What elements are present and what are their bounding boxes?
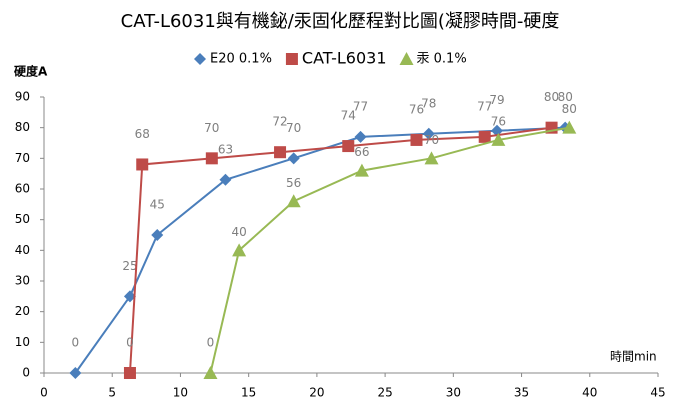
y-tick-label: 30 (15, 274, 30, 288)
marker (285, 53, 298, 65)
x-tick-label: 5 (108, 386, 116, 400)
data-label: 40 (231, 225, 246, 239)
marker (151, 229, 164, 241)
data-label: 80 (558, 90, 573, 104)
marker (545, 121, 558, 134)
x-axis-label: 時間min (610, 350, 657, 364)
marker (422, 127, 435, 140)
marker (399, 52, 414, 65)
marker (219, 173, 232, 186)
legend-label: 汞 0.1% (417, 52, 467, 67)
data-label: 0 (72, 336, 80, 350)
data-label: 25 (122, 259, 137, 273)
marker (123, 367, 136, 379)
marker (410, 133, 423, 146)
y-tick-label: 20 (15, 304, 30, 318)
data-label: 77 (353, 99, 368, 113)
data-label: 0 (126, 336, 134, 350)
marker (232, 243, 247, 257)
data-label: 66 (354, 145, 369, 159)
x-tick-label: 45 (650, 386, 665, 400)
marker (562, 120, 577, 134)
y-tick-label: 70 (15, 151, 30, 165)
y-tick-label: 80 (15, 120, 30, 134)
data-label: 77 (477, 99, 492, 113)
marker (354, 163, 369, 177)
y-tick-label: 60 (15, 182, 30, 196)
x-tick-label: 20 (309, 386, 324, 400)
data-label: 68 (135, 127, 150, 141)
x-tick-label: 35 (514, 386, 529, 400)
data-label: 80 (562, 102, 577, 116)
marker (136, 158, 149, 171)
x-tick-label: 10 (173, 386, 188, 400)
x-tick-label: 30 (446, 386, 461, 400)
data-label: 70 (204, 121, 219, 135)
data-label: 0 (207, 336, 215, 350)
marker (287, 152, 300, 165)
marker (286, 194, 301, 208)
y-tick-label: 90 (15, 90, 30, 104)
marker (203, 366, 218, 379)
legend-label: E20 0.1% (210, 52, 272, 67)
data-label: 63 (218, 142, 233, 156)
y-axis-label: 硬度A (14, 64, 48, 79)
data-label: 72 (272, 115, 287, 129)
marker (342, 140, 355, 153)
y-tick-label: 40 (15, 243, 30, 257)
x-tick-label: 15 (241, 386, 256, 400)
data-label: 45 (150, 198, 165, 212)
data-label: 74 (341, 109, 356, 123)
marker (490, 124, 503, 137)
data-label: 76 (491, 114, 506, 128)
legend-label: CAT-L6031 (302, 49, 387, 68)
x-tick-label: 25 (377, 386, 392, 400)
data-label: 56 (286, 176, 301, 190)
series-line (128, 126, 552, 374)
data-label: 70 (286, 121, 301, 135)
x-tick-label: 40 (582, 386, 597, 400)
y-tick-label: 0 (22, 366, 30, 380)
marker (69, 367, 82, 379)
y-tick-label: 50 (15, 212, 30, 226)
marker (205, 152, 218, 165)
chart-title: CAT-L6031與有機鉍/汞固化歷程對比圖(凝膠時間-硬度 (121, 11, 560, 32)
marker (354, 130, 367, 143)
data-label: 80 (544, 90, 559, 104)
marker (194, 53, 206, 65)
x-tick-label: 0 (40, 386, 48, 400)
marker (123, 290, 136, 303)
data-label: 78 (421, 96, 436, 110)
series-line (209, 126, 570, 374)
marker (274, 146, 287, 159)
data-label: 79 (489, 93, 504, 107)
y-tick-label: 10 (15, 335, 30, 349)
data-label: 70 (424, 133, 439, 147)
marker (424, 151, 439, 165)
marker (491, 132, 506, 146)
data-label: 76 (409, 102, 424, 116)
marker (478, 130, 491, 143)
